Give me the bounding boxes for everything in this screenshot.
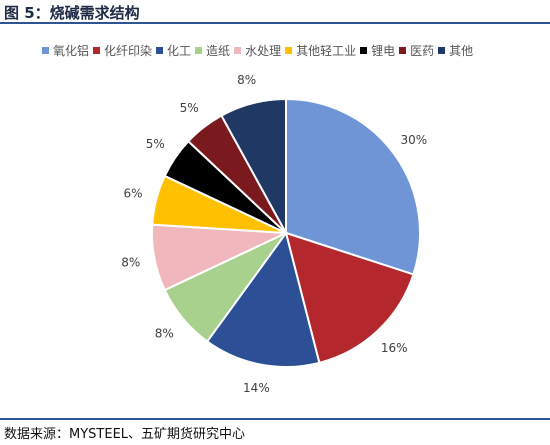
chart-legend: 氧化铝 化纤印染 化工 造纸 水处理 其他轻工业 锂电 医药 其他 xyxy=(42,42,542,59)
legend-item: 其他轻工业 xyxy=(285,42,356,59)
legend-swatch xyxy=(234,47,242,54)
slice-label: 8% xyxy=(155,327,174,341)
legend-item: 水处理 xyxy=(234,42,281,59)
slice-label: 6% xyxy=(123,187,142,201)
slice-label: 5% xyxy=(180,101,199,115)
legend-item: 锂电 xyxy=(360,42,395,59)
source-note: 数据来源：MYSTEEL、五矿期货研究中心 xyxy=(4,427,246,442)
legend-label: 化工 xyxy=(167,44,192,58)
legend-swatch xyxy=(285,47,293,54)
bottom-divider xyxy=(0,418,550,420)
pie-svg: 30% 16% 14% 8% 8% 6% 5% 5% 8% xyxy=(121,73,427,395)
legend-label: 化纤印染 xyxy=(104,44,153,58)
page-title: 图 5：烧碱需求结构 xyxy=(4,4,140,22)
legend-label: 水处理 xyxy=(245,44,282,58)
legend-item: 造纸 xyxy=(195,42,230,59)
legend-item: 化工 xyxy=(156,42,191,59)
slice-label: 5% xyxy=(146,137,165,151)
slice-label: 8% xyxy=(121,256,140,270)
pie-chart: 氧化铝 化纤印染 化工 造纸 水处理 其他轻工业 锂电 医药 其他 30% 16% 14% 8% 8% 6… xyxy=(0,24,550,418)
legend-swatch xyxy=(156,47,164,54)
legend-swatch xyxy=(195,47,203,54)
legend-item: 医药 xyxy=(399,42,434,59)
legend-swatch xyxy=(438,47,446,54)
legend-item: 化纤印染 xyxy=(93,42,152,59)
slice-label: 14% xyxy=(243,381,270,395)
pie-slice xyxy=(205,230,321,368)
legend-item: 氧化铝 xyxy=(42,42,89,59)
legend-item: 其他 xyxy=(438,42,473,59)
legend-label: 医药 xyxy=(410,44,435,58)
legend-label: 造纸 xyxy=(206,44,231,58)
legend-swatch xyxy=(93,47,101,54)
pie-slice xyxy=(220,97,287,234)
legend-label: 氧化铝 xyxy=(53,44,90,58)
legend-label: 其他 xyxy=(449,44,474,58)
slice-label: 8% xyxy=(237,73,256,87)
slice-label: 30% xyxy=(400,133,427,147)
pie-slice xyxy=(284,231,415,365)
legend-label: 其他轻工业 xyxy=(296,44,357,58)
pie-slice xyxy=(285,97,421,276)
legend-swatch xyxy=(399,47,407,54)
legend-label: 锂电 xyxy=(371,44,396,58)
legend-swatch xyxy=(360,47,368,54)
slice-label: 16% xyxy=(381,341,408,355)
legend-swatch xyxy=(42,47,49,54)
top-divider xyxy=(0,22,550,24)
